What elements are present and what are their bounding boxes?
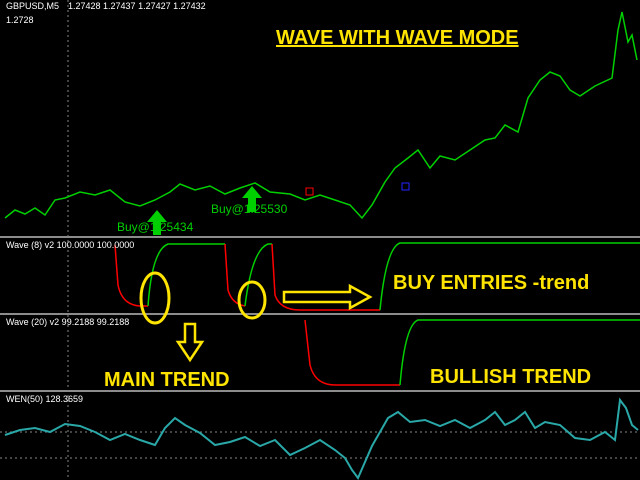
wave-up (147, 243, 225, 307)
panel-label: WEN(50) 128.3659 (6, 394, 83, 404)
buy-arrow (147, 210, 167, 235)
highlight (237, 280, 267, 320)
signal-label: Buy@1.25434 (117, 220, 194, 234)
panel-label: Wave (8) v2 100.0000 100.0000 (6, 240, 134, 250)
wave-down (224, 243, 246, 307)
wave-down (304, 319, 400, 386)
price-level: 1.2728 (6, 15, 34, 25)
arrow-down (175, 322, 205, 363)
wave-up (379, 242, 640, 311)
wave-down (114, 244, 148, 307)
indicator-line (4, 397, 639, 480)
buy-arrow (242, 186, 262, 212)
signal-label: Buy@1.25530 (211, 202, 288, 216)
annotation: BULLISH TREND (430, 366, 591, 388)
price-line (4, 11, 638, 220)
marker (305, 187, 314, 196)
annotation: MAIN TREND (104, 369, 230, 391)
wave-up (399, 319, 640, 386)
panel-label: Wave (20) v2 99.2188 99.2188 (6, 317, 129, 327)
symbol: GBPUSD,M5 (6, 1, 59, 11)
marker (401, 182, 410, 191)
ohlc: 1.27428 1.27437 1.27427 1.27432 (68, 1, 206, 11)
title: WAVE WITH WAVE MODE (276, 27, 519, 49)
panel-borders (0, 236, 640, 392)
wave-up (244, 243, 272, 307)
wave-down (271, 243, 380, 311)
annotation: BUY ENTRIES -trend (393, 272, 589, 294)
highlight (139, 271, 171, 325)
arrow-right (282, 283, 373, 311)
